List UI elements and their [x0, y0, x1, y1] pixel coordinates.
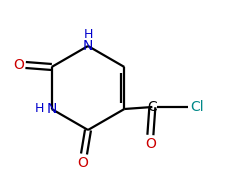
Text: Cl: Cl [191, 100, 204, 114]
Text: H: H [35, 102, 44, 115]
Text: C: C [148, 100, 157, 114]
Text: O: O [78, 156, 88, 170]
Text: O: O [13, 58, 24, 72]
Text: N: N [46, 102, 57, 116]
Text: H: H [83, 27, 93, 40]
Text: N: N [83, 39, 93, 53]
Text: O: O [145, 137, 156, 151]
